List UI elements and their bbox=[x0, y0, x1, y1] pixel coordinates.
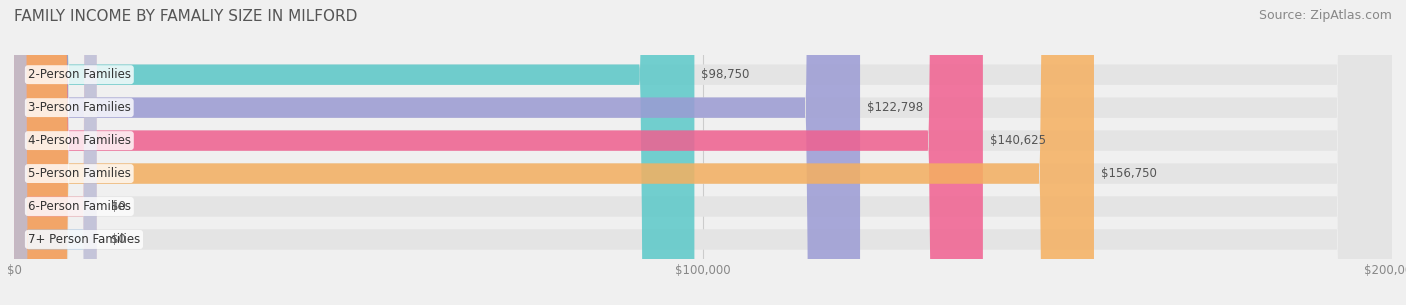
Text: Source: ZipAtlas.com: Source: ZipAtlas.com bbox=[1258, 9, 1392, 22]
Text: 6-Person Families: 6-Person Families bbox=[28, 200, 131, 213]
Text: 3-Person Families: 3-Person Families bbox=[28, 101, 131, 114]
FancyBboxPatch shape bbox=[14, 0, 1392, 305]
FancyBboxPatch shape bbox=[14, 0, 1392, 305]
FancyBboxPatch shape bbox=[14, 0, 1094, 305]
Text: $0: $0 bbox=[111, 200, 125, 213]
Text: $122,798: $122,798 bbox=[868, 101, 924, 114]
FancyBboxPatch shape bbox=[14, 0, 860, 305]
FancyBboxPatch shape bbox=[14, 0, 97, 305]
Text: $0: $0 bbox=[111, 233, 125, 246]
FancyBboxPatch shape bbox=[14, 0, 695, 305]
Text: $156,750: $156,750 bbox=[1101, 167, 1157, 180]
FancyBboxPatch shape bbox=[14, 0, 983, 305]
Text: FAMILY INCOME BY FAMALIY SIZE IN MILFORD: FAMILY INCOME BY FAMALIY SIZE IN MILFORD bbox=[14, 9, 357, 24]
Text: 4-Person Families: 4-Person Families bbox=[28, 134, 131, 147]
Text: 7+ Person Families: 7+ Person Families bbox=[28, 233, 141, 246]
FancyBboxPatch shape bbox=[14, 0, 1392, 305]
FancyBboxPatch shape bbox=[14, 0, 1392, 305]
Text: 5-Person Families: 5-Person Families bbox=[28, 167, 131, 180]
Text: 2-Person Families: 2-Person Families bbox=[28, 68, 131, 81]
FancyBboxPatch shape bbox=[14, 0, 1392, 305]
FancyBboxPatch shape bbox=[14, 0, 97, 305]
Text: $140,625: $140,625 bbox=[990, 134, 1046, 147]
FancyBboxPatch shape bbox=[14, 0, 1392, 305]
Text: $98,750: $98,750 bbox=[702, 68, 749, 81]
